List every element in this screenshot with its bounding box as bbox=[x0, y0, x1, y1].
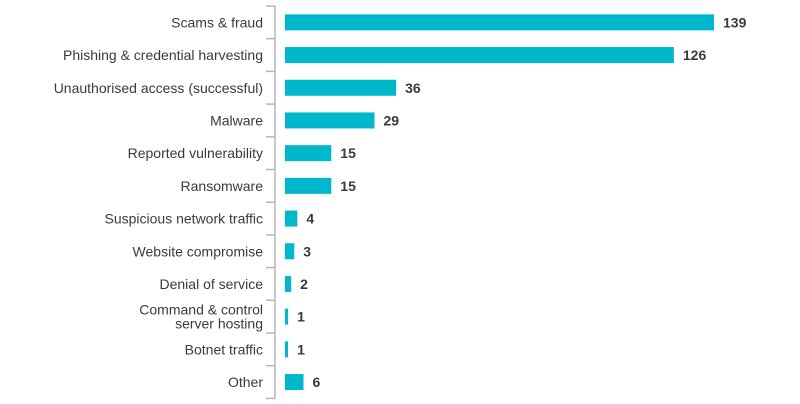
category-label: Ransomware bbox=[181, 178, 264, 194]
value-label: 1 bbox=[297, 309, 305, 325]
category-label: Scams & fraud bbox=[171, 14, 263, 30]
y-axis-ticks bbox=[266, 5, 275, 400]
category-label-line: Command & control bbox=[139, 302, 263, 318]
category-label-line: Other bbox=[228, 374, 263, 390]
value-label: 15 bbox=[340, 178, 356, 194]
value-label: 139 bbox=[723, 14, 747, 30]
category-label: Botnet traffic bbox=[185, 341, 263, 357]
category-label: Suspicious network traffic bbox=[105, 211, 263, 227]
value-label: 15 bbox=[340, 145, 356, 161]
category-label-line: Unauthorised access (successful) bbox=[54, 80, 263, 96]
category-label-line: Botnet traffic bbox=[185, 341, 263, 357]
category-label: Website compromise bbox=[133, 243, 264, 259]
bar bbox=[285, 243, 295, 260]
bar bbox=[285, 341, 289, 358]
category-labels: Scams & fraud Phishing & credential harve… bbox=[54, 14, 264, 390]
category-label: Reported vulnerability bbox=[128, 145, 263, 161]
category-label: Malware bbox=[210, 112, 263, 128]
bar bbox=[285, 374, 304, 391]
category-label: Other bbox=[228, 374, 263, 390]
category-label: Unauthorised access (successful) bbox=[54, 80, 263, 96]
bar bbox=[285, 14, 714, 31]
value-label: 4 bbox=[306, 211, 314, 227]
bar bbox=[285, 112, 375, 129]
category-label-line: Suspicious network traffic bbox=[105, 211, 263, 227]
category-label-line: Ransomware bbox=[181, 178, 264, 194]
category-label-line: Phishing & credential harvesting bbox=[63, 47, 263, 63]
category-label-line: Reported vulnerability bbox=[128, 145, 263, 161]
bar bbox=[285, 210, 298, 227]
value-label: 36 bbox=[405, 80, 421, 96]
category-label-line: Scams & fraud bbox=[171, 14, 263, 30]
bar bbox=[285, 308, 289, 325]
value-label: 126 bbox=[683, 47, 707, 63]
bar bbox=[285, 47, 674, 64]
value-label: 6 bbox=[313, 374, 321, 390]
category-label-line: Website compromise bbox=[133, 243, 264, 259]
bar bbox=[285, 177, 332, 194]
category-label-line: Denial of service bbox=[160, 276, 264, 292]
category-label: Denial of service bbox=[160, 276, 264, 292]
category-label-line: Malware bbox=[210, 112, 263, 128]
category-label: Command & control server hosting bbox=[139, 302, 263, 332]
category-label-line: server hosting bbox=[175, 316, 263, 332]
bar bbox=[285, 275, 292, 292]
value-label: 3 bbox=[303, 243, 311, 259]
value-label: 1 bbox=[297, 341, 305, 357]
bars-group bbox=[285, 14, 714, 391]
bar bbox=[285, 145, 332, 162]
category-label: Phishing & credential harvesting bbox=[63, 47, 263, 63]
value-label: 2 bbox=[300, 276, 308, 292]
value-label: 29 bbox=[384, 112, 400, 128]
value-labels: 139 126 36 29 15 15 4 3 2 1 1 6 bbox=[297, 14, 746, 390]
bar bbox=[285, 79, 397, 96]
